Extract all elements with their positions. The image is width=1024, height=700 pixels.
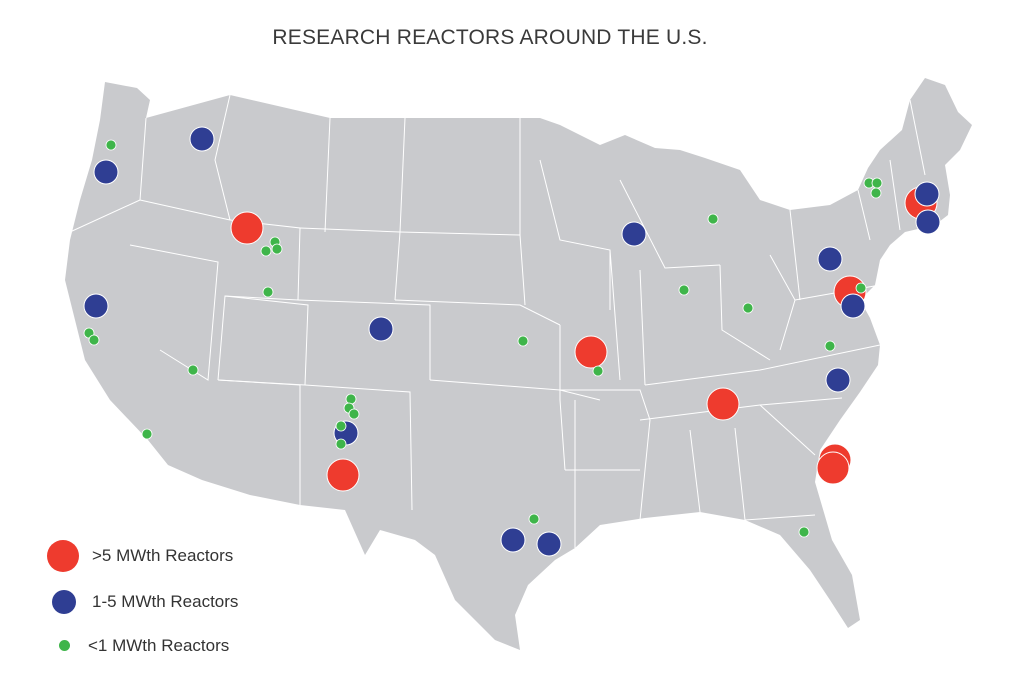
state-border bbox=[759, 404, 816, 456]
legend-large-label: >5 MWth Reactors bbox=[92, 546, 234, 565]
state-border bbox=[789, 209, 801, 301]
state-border bbox=[719, 264, 771, 361]
reactor-marker-small bbox=[855, 282, 867, 294]
reactor-marker-medium bbox=[621, 221, 647, 247]
legend-medium-label: 1-5 MWth Reactors bbox=[92, 592, 239, 611]
reactor-marker-medium bbox=[500, 527, 526, 553]
reactor-marker-medium bbox=[368, 316, 394, 342]
legend-medium-symbol bbox=[52, 590, 76, 614]
reactor-marker-small bbox=[187, 364, 199, 376]
state-border bbox=[214, 94, 231, 221]
reactor-marker-large bbox=[574, 335, 608, 369]
state-border bbox=[297, 299, 431, 380]
legend-small-symbol bbox=[59, 640, 70, 651]
state-border bbox=[139, 199, 231, 221]
legend-large-symbol bbox=[47, 540, 79, 572]
reactor-marker-large bbox=[230, 211, 264, 245]
state-border bbox=[857, 189, 871, 241]
reactor-marker-small bbox=[742, 302, 754, 314]
reactor-marker-large bbox=[816, 451, 850, 485]
state-border bbox=[639, 269, 646, 386]
state-border bbox=[129, 244, 219, 381]
reactor-marker-small bbox=[592, 365, 604, 377]
reactor-marker-small bbox=[335, 438, 347, 450]
reactor-marker-medium bbox=[914, 181, 940, 207]
state-border bbox=[889, 159, 901, 231]
reactor-marker-small bbox=[348, 408, 360, 420]
state-border bbox=[734, 427, 816, 521]
state-border bbox=[217, 379, 301, 505]
state-borders bbox=[69, 94, 926, 548]
reactor-marker-medium bbox=[840, 293, 866, 319]
state-border bbox=[559, 325, 566, 471]
reactor-marker-small bbox=[335, 420, 347, 432]
reactor-marker-small bbox=[824, 340, 836, 352]
reactor-markers bbox=[83, 126, 941, 557]
reactor-marker-small bbox=[678, 284, 690, 296]
state-border bbox=[394, 299, 561, 326]
state-border bbox=[560, 389, 651, 421]
state-border bbox=[394, 117, 406, 301]
state-border bbox=[519, 118, 526, 306]
state-border bbox=[639, 419, 651, 521]
reactor-marker-small bbox=[88, 334, 100, 346]
reactor-marker-small bbox=[141, 428, 153, 440]
reactor-marker-small bbox=[345, 393, 357, 405]
state-border bbox=[304, 384, 413, 511]
map-title: RESEARCH REACTORS AROUND THE U.S. bbox=[272, 26, 708, 49]
reactor-marker-small bbox=[707, 213, 719, 225]
us-landmass bbox=[65, 78, 972, 650]
reactor-marker-medium bbox=[83, 293, 109, 319]
state-border bbox=[609, 249, 621, 381]
state-border bbox=[909, 99, 926, 176]
reactor-marker-small bbox=[528, 513, 540, 525]
legend-small-label: <1 MWth Reactors bbox=[88, 636, 230, 655]
reactor-marker-medium bbox=[817, 246, 843, 272]
reactor-marker-medium bbox=[915, 209, 941, 235]
reactor-marker-small bbox=[870, 187, 882, 199]
state-border bbox=[539, 159, 611, 310]
reactor-marker-medium bbox=[536, 531, 562, 557]
reactor-marker-small bbox=[871, 177, 883, 189]
reactor-marker-small bbox=[798, 526, 810, 538]
reactor-marker-small bbox=[517, 335, 529, 347]
reactor-marker-large bbox=[326, 458, 360, 492]
reactor-marker-medium bbox=[93, 159, 119, 185]
reactor-marker-medium bbox=[825, 367, 851, 393]
state-border bbox=[619, 179, 721, 269]
state-border bbox=[644, 344, 881, 386]
state-border bbox=[689, 429, 701, 513]
reactor-marker-small bbox=[260, 245, 272, 257]
reactor-marker-small bbox=[271, 243, 283, 255]
reactor-marker-small bbox=[262, 286, 274, 298]
reactor-marker-large bbox=[706, 387, 740, 421]
reactor-marker-small bbox=[105, 139, 117, 151]
state-border bbox=[324, 117, 331, 233]
reactor-marker-medium bbox=[189, 126, 215, 152]
